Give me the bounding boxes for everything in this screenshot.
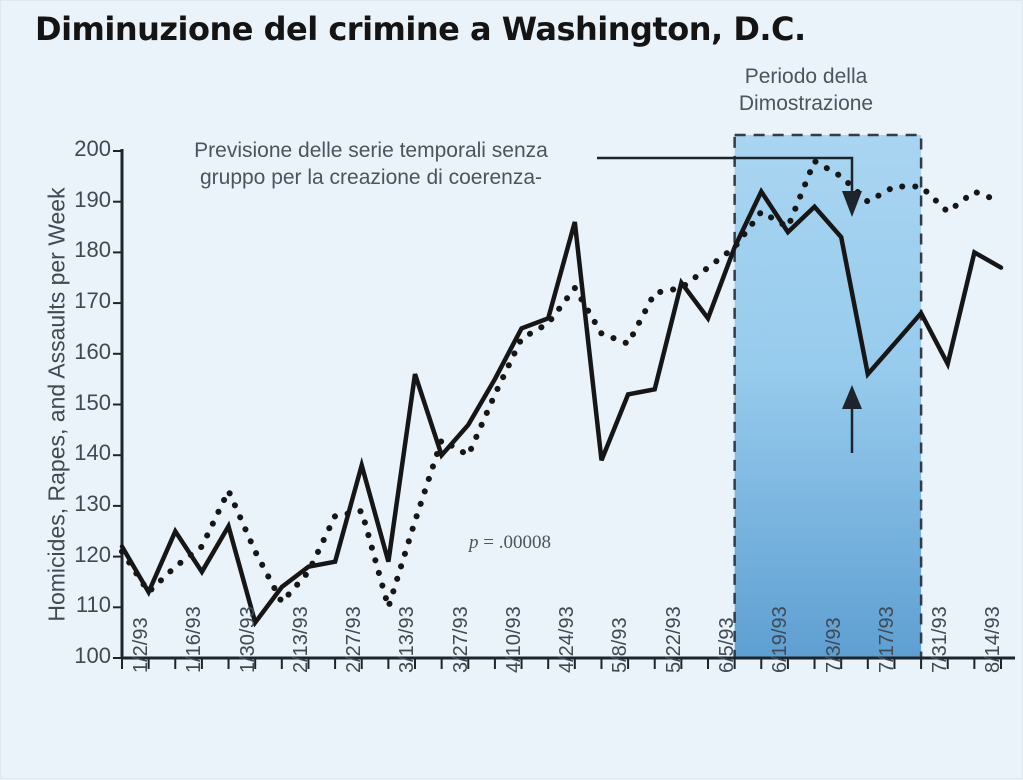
y-tick-label: 130 — [74, 490, 111, 516]
y-tick-label: 160 — [74, 338, 111, 364]
forecast-annotation-label: Previsione delle serie temporali senza g… — [194, 139, 548, 189]
x-tick-label: 7/3/93 — [822, 617, 845, 673]
x-tick-label: 2/27/93 — [343, 606, 366, 673]
x-tick-label: 4/24/93 — [556, 606, 579, 673]
x-tick-label: 3/13/93 — [396, 606, 419, 673]
x-tick-label: 6/19/93 — [769, 606, 792, 673]
y-tick-label: 200 — [74, 136, 111, 161]
data-series — [119, 156, 1004, 628]
x-tick-label: 2/13/93 — [289, 606, 312, 673]
x-tick-label: 7/17/93 — [875, 606, 898, 673]
y-tick-label: 190 — [74, 186, 111, 212]
x-tick-label: 1/2/93 — [130, 617, 152, 673]
p-value-label: p = .00008 — [469, 532, 551, 554]
y-tick-label: 170 — [74, 288, 111, 314]
demonstration-period-label: Periodo della Dimostrazione — [738, 65, 874, 115]
annotation-arrows — [597, 156, 862, 453]
x-tick-label: 5/22/93 — [662, 606, 685, 673]
y-tick-label: 150 — [74, 389, 111, 415]
x-tick-label: 3/27/93 — [449, 606, 472, 673]
p-value-text: = .00008 — [483, 532, 551, 553]
y-tick-label: 120 — [74, 541, 111, 567]
x-tick-label: 4/10/93 — [502, 606, 525, 673]
y-tick-label: 180 — [74, 237, 111, 263]
x-tick-label: 7/31/93 — [929, 606, 952, 673]
x-tick-label: 8/14/93 — [982, 606, 1005, 673]
forecast-line — [119, 156, 1004, 618]
p-symbol: p — [469, 532, 479, 553]
axes — [113, 149, 1015, 669]
y-tick-label: 100 — [74, 643, 111, 668]
y-tick-label: 110 — [75, 592, 111, 618]
y-tick-label: 140 — [74, 440, 111, 466]
page-title: Diminuzione del crimine a Washington, D.… — [35, 10, 806, 48]
x-tick-label: 1/16/93 — [183, 606, 206, 673]
x-tick-label: 5/8/93 — [609, 617, 632, 673]
x-tick-label: 1/30/93 — [236, 606, 259, 673]
actual-crime-line — [119, 187, 1004, 628]
x-tick-label: 6/5/93 — [716, 617, 738, 673]
